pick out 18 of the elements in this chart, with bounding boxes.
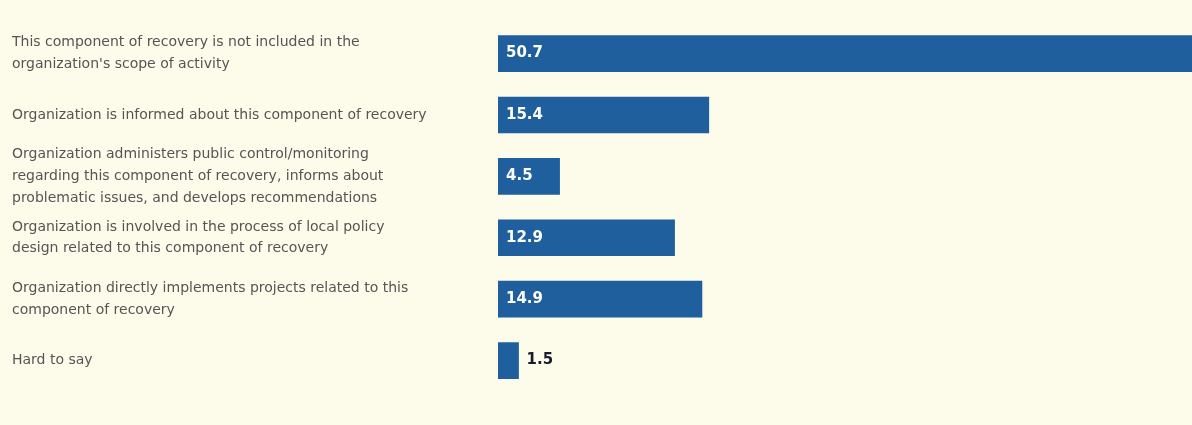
data-label: 12.9 [506, 227, 544, 246]
y-tick-label: Organization is involved in the process of local policy design related to this component of recovery [12, 217, 385, 256]
y-tick-label: This component of recovery is not included in the organization's scope of activity [11, 33, 360, 72]
data-label: 15.4 [506, 104, 544, 123]
bar [498, 219, 675, 257]
bar [498, 280, 703, 318]
bar [498, 158, 560, 195]
data-label: 4.5 [506, 166, 533, 185]
y-tick-label: Hard to say [12, 351, 93, 368]
bar [498, 342, 519, 379]
data-label: 50.7 [506, 43, 544, 62]
y-tick-label: Organization directly implements projects related to this component of recovery [12, 278, 409, 317]
y-tick-label: Organization is informed about this component of recovery [12, 105, 427, 122]
data-label: 1.5 [526, 350, 554, 369]
data-label: 14.9 [506, 289, 544, 308]
bar [498, 96, 710, 134]
y-tick-label: Organization administers public control/monitoring regarding this component of recovery, informs about problematic issues, and develops recommendations [12, 145, 384, 205]
bar [498, 35, 1192, 72]
